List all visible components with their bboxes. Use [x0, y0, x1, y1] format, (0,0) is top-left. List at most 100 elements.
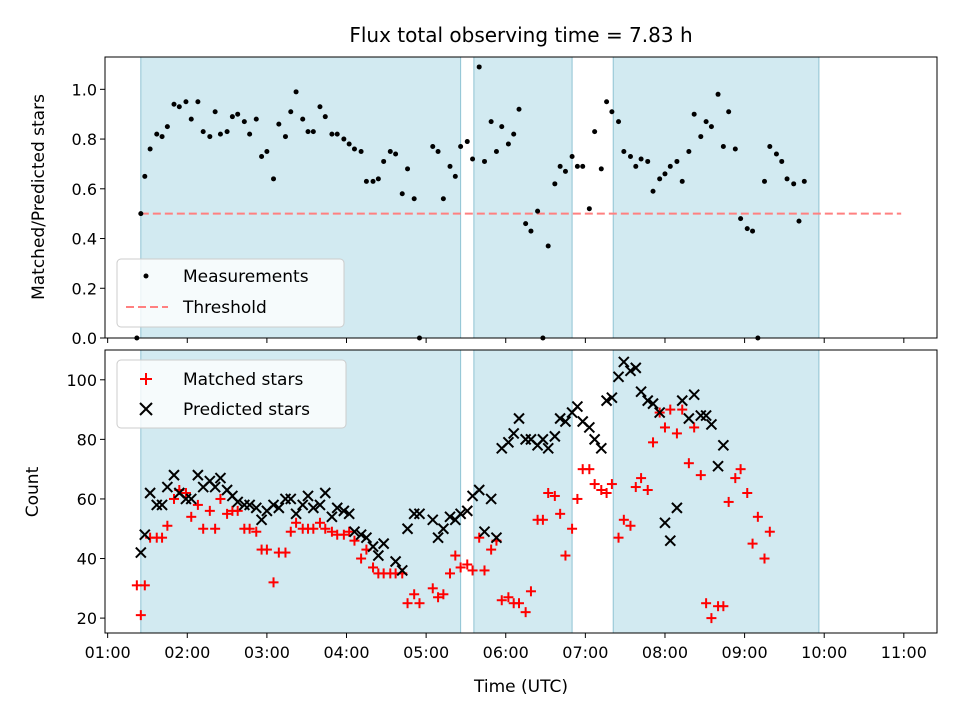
- matched-star-point-92: [671, 428, 682, 439]
- observing-interval-2: [613, 57, 819, 338]
- matched-star-point-41: [368, 562, 379, 573]
- predicted-star-point-37: [343, 508, 355, 520]
- measurement-point-44: [387, 148, 393, 154]
- matched-star-point-79: [596, 485, 607, 496]
- predicted-star-point-b: [302, 490, 314, 502]
- predicted-star-point-b: [525, 433, 537, 446]
- matched-star-point-62: [496, 595, 507, 606]
- top-observing-intervals: [140, 57, 820, 338]
- matched-star-point-20: [244, 523, 255, 534]
- matched-star-point-48: [409, 589, 420, 600]
- predicted-star-point-10: [185, 493, 197, 505]
- matched-star-point-27: [285, 526, 296, 537]
- predicted-star-point-b: [144, 487, 156, 499]
- top-panel: 0.0 0.2 0.4 0.6 0.8 1.0 Matched/Predicted sta…: [29, 56, 938, 348]
- matched-star-point-14: [210, 523, 221, 534]
- predicted-star-point-98: [705, 418, 718, 431]
- top-legend: Measurements Threshold: [116, 258, 345, 328]
- matched-star-point-59: [479, 565, 490, 576]
- matched-star-point-97: [701, 598, 712, 609]
- predicted-star-point-b: [653, 406, 666, 419]
- measurement-point-45: [393, 151, 399, 157]
- measurement-point-10: [188, 116, 194, 122]
- matched-star-point-26: [280, 547, 291, 558]
- measurement-point-36: [341, 136, 347, 142]
- predicted-star-point-b: [214, 472, 227, 484]
- measurement-point-4: [154, 131, 160, 137]
- predicted-star-point-84: [624, 365, 637, 377]
- measurement-point-38: [351, 146, 357, 152]
- measurement-point-107: [761, 178, 767, 184]
- predicted-star-point-78: [588, 433, 601, 446]
- predicted-star-point-b: [255, 514, 268, 526]
- x-tick-label-02:00: 02:00: [164, 643, 210, 662]
- measurement-point-56: [464, 139, 470, 145]
- predicted-star-point-30: [302, 490, 314, 502]
- measurement-point-62: [499, 124, 505, 130]
- predicted-star-point-b: [307, 502, 320, 514]
- predicted-star-point-b: [413, 508, 426, 520]
- measurement-point-24: [271, 176, 277, 182]
- predicted-star-point-90: [659, 517, 671, 529]
- top-y-tick-label-0.8: 0.8: [72, 130, 97, 149]
- matched-star-point-69: [537, 514, 548, 525]
- legend-matched-marker: [140, 373, 152, 385]
- bottom-legend: Matched stars Predicted stars: [116, 359, 347, 429]
- top-y-tick-label-1.0: 1.0: [72, 80, 97, 99]
- measurement-point-25: [276, 121, 282, 127]
- matched-star-point-12: [198, 523, 209, 534]
- predicted-star-point-b: [490, 531, 503, 544]
- matched-star-point-39: [356, 553, 367, 564]
- x-tick-label-05:00: 05:00: [403, 643, 449, 662]
- predicted-star-point-56: [461, 505, 473, 517]
- matched-star-point-49: [414, 598, 425, 609]
- matched-star-point-18: [232, 505, 243, 516]
- measurement-point-104: [744, 226, 750, 232]
- matched-star-point-58: [474, 532, 485, 543]
- predicted-star-point-b: [204, 475, 216, 487]
- matched-star-point-72: [555, 508, 566, 519]
- measurement-point-59: [482, 158, 488, 164]
- predicted-star-point-93: [676, 394, 688, 407]
- matched-star-point-98: [706, 613, 717, 624]
- predicted-star-point-2: [139, 528, 151, 541]
- measurement-point-109: [773, 151, 779, 157]
- matched-star-point-75: [572, 493, 583, 504]
- predicted-star-point-b: [549, 430, 561, 443]
- matched-star-point-104: [742, 487, 753, 498]
- predicted-star-point-64: [507, 427, 520, 440]
- predicted-star-point-b: [314, 499, 326, 511]
- predicted-star-point-b: [712, 460, 724, 472]
- measurement-point-108: [767, 144, 773, 150]
- bottom-axes-frame: [104, 349, 938, 634]
- measurement-point-9: [183, 99, 189, 105]
- predicted-star-point-92: [671, 502, 683, 514]
- bottom-x-ticks: 01:00 02:00 03:00 04:00 05:00 06:00 07:00 08:00…: [85, 633, 927, 662]
- matched-star-point-87: [642, 485, 653, 496]
- measurement-point-57: [470, 156, 476, 162]
- measurement-point-30: [305, 129, 311, 135]
- predicted-star-point-69: [537, 433, 549, 446]
- measurement-point-82: [616, 119, 622, 125]
- measurement-point-39: [358, 148, 364, 154]
- predicted-star-point-27: [285, 493, 297, 505]
- predicted-star-point-b: [635, 385, 647, 398]
- measurement-point-83: [621, 148, 627, 154]
- predicted-star-point-43: [377, 537, 390, 550]
- matched-star-point-54: [450, 550, 461, 561]
- top-y-ticks: 0.0 0.2 0.4 0.6 0.8 1.0: [72, 80, 105, 348]
- chart-title: Flux total observing time = 7.83 h: [349, 23, 692, 47]
- measurement-point-89: [657, 176, 663, 182]
- measurement-point-31: [310, 129, 316, 135]
- measurement-point-79: [598, 166, 604, 172]
- predicted-star-point-b: [372, 549, 385, 562]
- matched-star-point-84: [625, 520, 636, 531]
- predicted-star-point-71: [549, 430, 561, 443]
- predicted-star-point-60: [485, 493, 497, 505]
- measurement-point-95: [691, 111, 697, 117]
- matched-star-point-16: [222, 508, 233, 519]
- measurement-point-35: [334, 131, 340, 137]
- matched-star-point-9: [180, 487, 191, 498]
- matched-star-point-57: [467, 565, 478, 576]
- predicted-star-point-33: [319, 487, 331, 499]
